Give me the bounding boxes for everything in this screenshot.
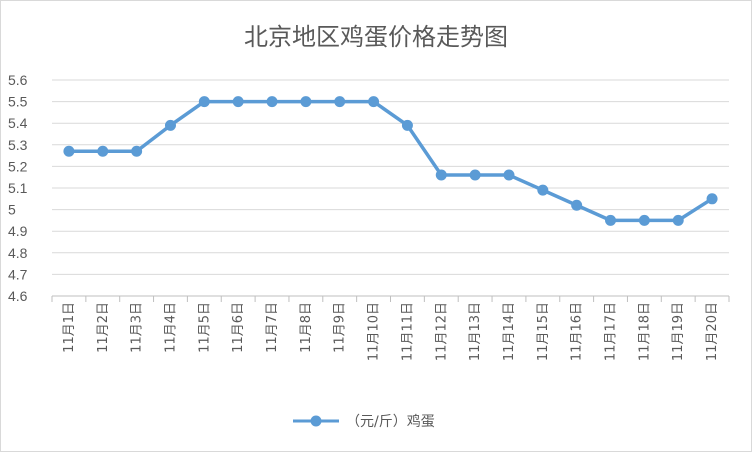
y-tick-label: 4.8 (8, 245, 28, 261)
legend-label: （元/斤）鸡蛋 (346, 413, 435, 430)
data-point (503, 169, 515, 181)
x-tick-label: 11月3日 (130, 302, 145, 353)
y-tick-label: 5.4 (8, 115, 28, 131)
y-tick-label: 4.7 (8, 266, 28, 282)
x-tick-label: 11月18日 (637, 302, 652, 361)
legend-swatch-marker (310, 415, 322, 427)
y-tick-label: 4.6 (8, 288, 28, 304)
data-point (300, 96, 312, 108)
data-point (672, 214, 684, 226)
legend: （元/斤）鸡蛋 (293, 413, 435, 430)
y-axis-ticks: 4.6 4.7 4.8 4.9 5 5.1 5.2 5.3 5.4 5.5 5.6 (8, 72, 28, 304)
y-tick-label: 5.2 (8, 158, 28, 174)
x-tick-label: 11月1日 (62, 302, 77, 353)
x-tick-label: 11月20日 (705, 302, 720, 361)
y-tick-label: 5.1 (8, 180, 28, 196)
data-point (164, 119, 176, 131)
x-tick-label: 11月5日 (197, 302, 212, 353)
data-point (469, 169, 481, 181)
x-tick-label: 11月17日 (604, 302, 619, 361)
y-tick-label: 5.5 (8, 94, 28, 110)
data-point (266, 96, 278, 108)
y-tick-label: 5.3 (8, 137, 28, 153)
x-tick-label: 11月10日 (367, 302, 382, 361)
data-point (605, 214, 617, 226)
x-axis-ticks: 11月1日 11月2日 11月3日 11月4日 11月5日 11月6日 11月7日 11月8日… (62, 302, 720, 361)
data-point (537, 184, 549, 196)
x-tick-label: 11月13日 (468, 302, 483, 361)
x-tick-label: 11月9日 (333, 302, 348, 353)
x-tick-label: 11月8日 (299, 302, 314, 353)
data-point (334, 96, 346, 108)
y-tick-label: 5 (8, 202, 16, 218)
data-point (571, 199, 583, 211)
data-point (435, 169, 447, 181)
data-point (232, 96, 244, 108)
data-point (368, 96, 380, 108)
x-tick-label: 11月2日 (96, 302, 111, 353)
x-tick-label: 11月12日 (434, 302, 449, 361)
series-line (68, 99, 714, 223)
data-point (401, 119, 413, 131)
x-tick-label: 11月6日 (231, 302, 246, 353)
data-point (97, 145, 109, 157)
x-tick-label: 11月4日 (163, 302, 178, 353)
data-point (131, 145, 143, 157)
x-tick-label: 11月11日 (400, 302, 415, 361)
x-tick-label: 11月7日 (265, 302, 280, 353)
y-tick-label: 5.6 (8, 72, 28, 88)
chart-title: 北京地区鸡蛋价格走势图 (244, 23, 508, 51)
x-tick-label: 11月16日 (570, 302, 585, 361)
data-point (198, 96, 210, 108)
y-tick-label: 4.9 (8, 223, 28, 239)
data-point (706, 193, 718, 205)
x-tick-label: 11月15日 (536, 302, 551, 361)
x-tick-label: 11月19日 (671, 302, 686, 361)
series-group (63, 96, 718, 226)
x-tick-label: 11月14日 (502, 302, 517, 361)
data-point (638, 214, 650, 226)
data-point (63, 145, 75, 157)
x-axis (51, 295, 730, 302)
